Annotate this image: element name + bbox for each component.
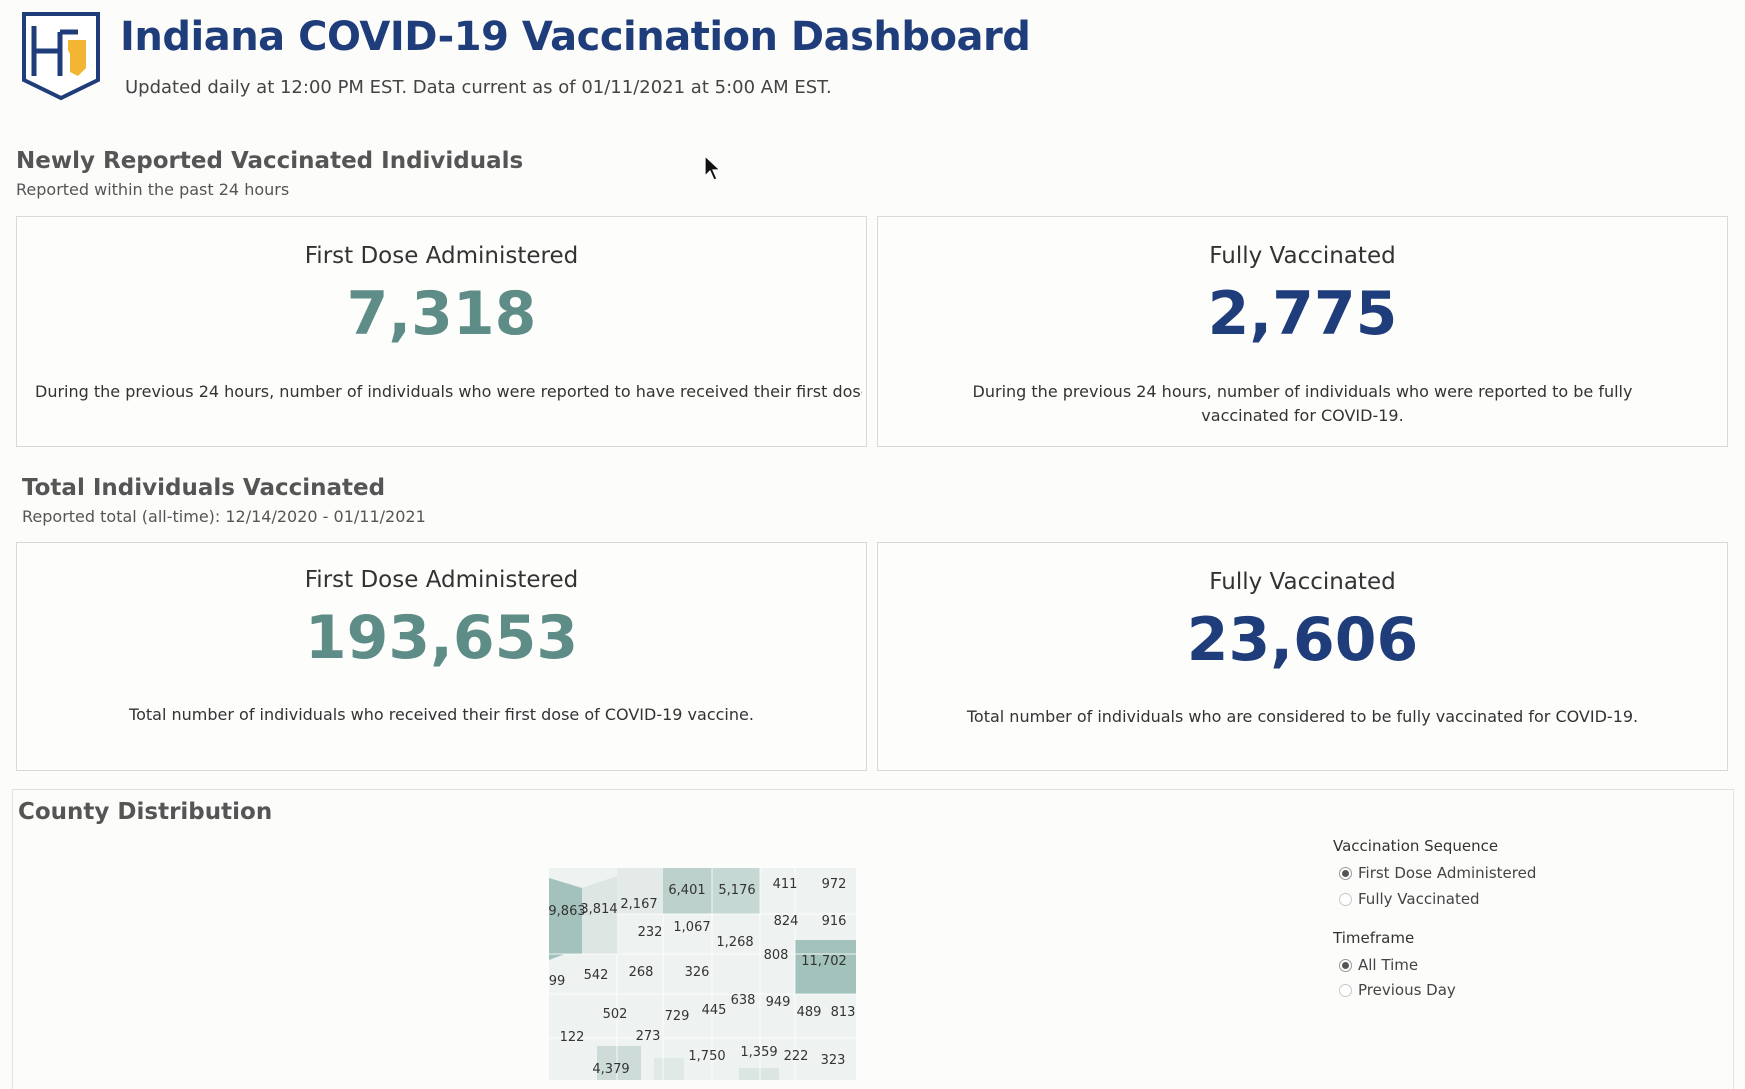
card-label: First Dose Administered	[304, 243, 579, 269]
map-region-4379[interactable]	[597, 1046, 641, 1080]
map-region-2167[interactable]	[617, 868, 663, 914]
timeframe-title: Timeframe	[1333, 929, 1415, 947]
indiana-health-logo	[22, 12, 100, 101]
new-fully-vaccinated-value: 2,775	[1207, 279, 1398, 349]
map-value-label: 972	[822, 877, 847, 892]
map-value-label: 273	[636, 1029, 661, 1044]
map-region-partial	[654, 1058, 684, 1080]
new-fully-vaccinated-card: Fully Vaccinated 2,775 During the previo…	[877, 216, 1728, 447]
radio-selected-icon[interactable]	[1339, 866, 1352, 880]
radio-previous-day[interactable]: Previous Day	[1339, 981, 1456, 999]
county-distribution-panel	[12, 789, 1734, 1089]
mouse-cursor-icon	[704, 155, 722, 181]
map-value-label: 729	[665, 1009, 690, 1024]
map-value-label: 99	[549, 974, 565, 989]
map-value-label: 1,359	[740, 1045, 777, 1060]
map-value-label: 502	[603, 1007, 628, 1022]
map-value-label: 808	[764, 948, 789, 963]
card-label: First Dose Administered	[304, 567, 579, 593]
map-region-3814[interactable]	[582, 876, 617, 954]
card-label: Fully Vaccinated	[1209, 243, 1396, 269]
county-title: County Distribution	[18, 799, 273, 825]
radio-label: Fully Vaccinated	[1358, 890, 1480, 908]
radio-fully-vaccinated[interactable]: Fully Vaccinated	[1339, 890, 1480, 908]
update-note: Updated daily at 12:00 PM EST. Data curr…	[125, 77, 832, 98]
map-region-9863[interactable]	[549, 878, 582, 960]
radio-all-time[interactable]: All Time	[1339, 956, 1418, 974]
map-value-label: 326	[685, 965, 710, 980]
map-value-label: 916	[822, 914, 847, 929]
total-first-dose-value: 193,653	[304, 603, 579, 673]
map-value-label: 1,268	[716, 935, 753, 950]
card-description: Total number of individuals who are cons…	[966, 707, 1639, 726]
total-fully-vaccinated-value: 23,606	[1186, 605, 1419, 675]
map-value-label: 1,750	[688, 1049, 725, 1064]
map-value-label: 5,176	[718, 883, 755, 898]
card-description: During the previous 24 hours, number of …	[972, 382, 1633, 425]
radio-first-dose[interactable]: First Dose Administered	[1339, 864, 1536, 882]
map-value-label: 445	[702, 1003, 727, 1018]
newly-reported-title: Newly Reported Vaccinated Individuals	[16, 148, 524, 174]
card-label: Fully Vaccinated	[1209, 569, 1396, 595]
radio-label: Previous Day	[1358, 981, 1456, 999]
sequence-title: Vaccination Sequence	[1333, 837, 1499, 855]
radio-label: First Dose Administered	[1358, 864, 1537, 882]
map-value-label: 122	[560, 1030, 585, 1045]
total-title: Total Individuals Vaccinated	[22, 475, 386, 501]
newly-reported-subtitle: Reported within the past 24 hours	[16, 180, 290, 199]
page-title: Indiana COVID-19 Vaccination Dashboard	[120, 14, 1031, 60]
radio-selected-icon[interactable]	[1339, 958, 1352, 972]
new-first-dose-value: 7,318	[346, 279, 537, 349]
map-value-label: 268	[629, 965, 654, 980]
card-description: During the previous 24 hours, number of …	[35, 382, 862, 401]
map-value-label: 4,379	[592, 1062, 629, 1077]
radio-unselected-icon[interactable]	[1339, 892, 1352, 906]
map-value-label: 2,167	[620, 897, 657, 912]
map-region-partial	[739, 1068, 779, 1080]
total-first-dose-card: First Dose Administered 193,653 Total nu…	[16, 542, 867, 771]
map-value-label: 638	[731, 993, 756, 1008]
new-first-dose-card: First Dose Administered 7,318 During the…	[16, 216, 867, 447]
map-value-label: 232	[638, 925, 663, 940]
map-value-label: 222	[784, 1049, 809, 1064]
card-description: Total number of individuals who received…	[129, 705, 754, 724]
radio-label: All Time	[1358, 956, 1419, 974]
map-value-label: 3,814	[580, 902, 617, 917]
total-subtitle: Reported total (all-time): 12/14/2020 - …	[22, 507, 426, 526]
map-value-label: 9,863	[549, 904, 586, 919]
map-value-label: 949	[766, 995, 791, 1010]
map-value-label: 813	[831, 1005, 856, 1020]
map-value-label: 824	[774, 914, 799, 929]
map-value-label: 323	[821, 1053, 846, 1068]
total-fully-vaccinated-card: Fully Vaccinated 23,606 Total number of …	[877, 542, 1728, 771]
map-value-label: 1,067	[673, 920, 710, 935]
map-value-label: 11,702	[801, 954, 847, 969]
map-value-label: 6,401	[668, 883, 705, 898]
map-regions	[549, 868, 856, 1080]
map-value-label: 489	[797, 1005, 822, 1020]
map-region-6401[interactable]	[663, 868, 712, 914]
map-value-label: 411	[773, 877, 798, 892]
map-value-label: 542	[584, 968, 609, 983]
radio-unselected-icon[interactable]	[1339, 983, 1352, 997]
map-region-5176[interactable]	[712, 868, 760, 914]
